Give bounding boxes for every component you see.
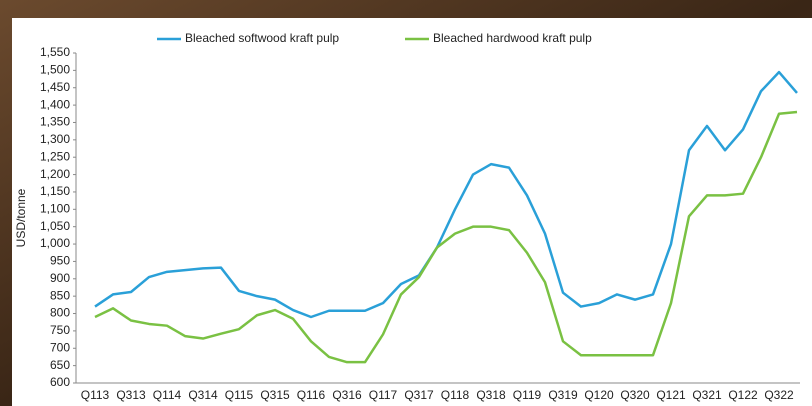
y-tick-label: 700 [50, 340, 70, 354]
y-tick-label: 800 [50, 306, 70, 320]
y-tick-label: 1,400 [40, 97, 70, 111]
legend-label: Bleached softwood kraft pulp [185, 31, 339, 45]
y-tick-label: 1,350 [40, 115, 70, 129]
x-tick-label: Q316 [332, 388, 362, 402]
x-tick-label: Q121 [656, 388, 686, 402]
x-tick-label: Q320 [620, 388, 650, 402]
y-tick-label: 1,300 [40, 132, 70, 146]
x-tick-label: Q313 [116, 388, 146, 402]
y-tick-label: 900 [50, 271, 70, 285]
x-tick-label: Q321 [692, 388, 722, 402]
x-tick-label: Q113 [81, 388, 110, 402]
x-tick-label: Q318 [476, 388, 506, 402]
y-tick-label: 950 [50, 254, 70, 268]
y-tick-label: 1,200 [40, 167, 70, 181]
x-tick-label: Q115 [225, 388, 254, 402]
x-tick-label: Q317 [404, 388, 434, 402]
x-tick-label: Q314 [188, 388, 218, 402]
x-tick-label: Q120 [584, 388, 614, 402]
x-tick-label: Q119 [513, 388, 542, 402]
y-tick-label: 600 [50, 375, 70, 389]
y-tick-label: 1,450 [40, 80, 70, 94]
x-tick-label: Q315 [260, 388, 290, 402]
y-axis-label: USD/tonne [14, 188, 28, 247]
x-tick-label: Q118 [441, 388, 470, 402]
x-tick-label: Q122 [728, 388, 758, 402]
y-tick-label: 1,500 [40, 63, 70, 77]
y-tick-label: 750 [50, 323, 70, 337]
x-tick-label: Q114 [153, 388, 182, 402]
x-tick-label: Q322 [764, 388, 794, 402]
x-tick-label: Q117 [369, 388, 398, 402]
legend-label: Bleached hardwood kraft pulp [433, 31, 592, 45]
y-tick-label: 1,050 [40, 219, 70, 233]
y-tick-label: 1,550 [40, 45, 70, 59]
y-tick-label: 850 [50, 288, 70, 302]
y-tick-label: 1,100 [40, 201, 70, 215]
y-tick-label: 1,000 [40, 236, 70, 250]
y-tick-label: 650 [50, 358, 70, 372]
y-tick-label: 1,150 [40, 184, 70, 198]
x-tick-label: Q319 [548, 388, 578, 402]
chart: USD/tonne 600 650 700 750 800 850 900 950 1,000 1… [0, 0, 812, 406]
x-tick-label: Q116 [297, 388, 326, 402]
y-tick-label: 1,250 [40, 149, 70, 163]
